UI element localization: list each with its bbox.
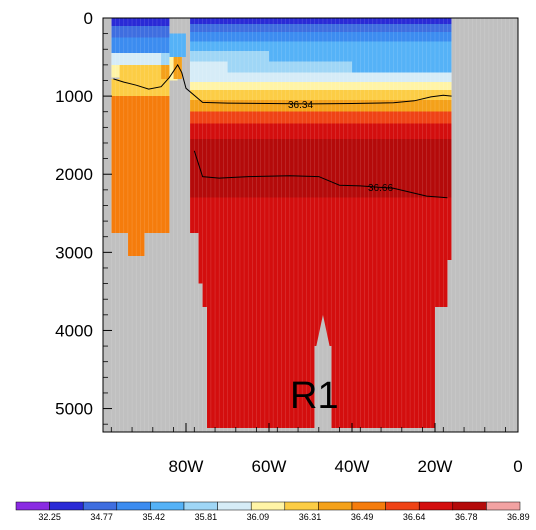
salinity-cell — [111, 78, 170, 97]
x-tick-label: 60W — [252, 457, 287, 476]
colorbar-label: 36.78 — [455, 512, 478, 522]
salinity-cell — [331, 307, 435, 429]
colorbar-swatch — [217, 501, 252, 511]
salinity-cell — [173, 57, 182, 79]
y-tick-label: 3000 — [55, 243, 93, 262]
salinity-cell — [198, 232, 448, 284]
salinity-cell — [190, 82, 452, 90]
salinity-cell — [169, 33, 186, 58]
salinity-cell — [447, 232, 452, 261]
salinity-cell — [111, 25, 170, 38]
salinity-cell — [111, 96, 170, 233]
colorbar-swatch — [15, 501, 50, 511]
colorbar: 32.25 34.77 35.42 35.81 36.09 36.31 36.49 36.64… — [15, 501, 530, 522]
colorbar-label: 36.31 — [299, 512, 322, 522]
colorbar-label: 36.49 — [351, 512, 374, 522]
colorbar-swatch — [150, 501, 185, 511]
salinity-cell — [206, 307, 315, 429]
y-tick-label: 2000 — [55, 165, 93, 184]
region-label: R1 — [290, 375, 339, 417]
salinity-cell — [161, 53, 170, 65]
colorbar-label: 35.42 — [142, 512, 165, 522]
colorbar-swatch — [385, 501, 420, 511]
colorbar-swatch — [183, 501, 218, 511]
colorbar-swatch — [49, 501, 84, 511]
colorbar-swatch — [116, 501, 151, 511]
salinity-cell — [190, 100, 452, 112]
colorbar-swatch — [82, 501, 118, 511]
y-tick-label: 1000 — [55, 87, 93, 106]
salinity-cell — [111, 53, 162, 65]
salinity-cell — [190, 111, 452, 124]
x-tick-label: 0 — [513, 457, 522, 476]
salinity-cell — [190, 41, 452, 51]
salinity-cell — [190, 123, 452, 140]
deep-ridge — [314, 314, 332, 429]
salinity-cell — [269, 50, 452, 62]
salinity-cell — [111, 64, 120, 78]
salinity-cell — [202, 283, 448, 308]
salinity-cell — [190, 24, 452, 33]
salinity-cell — [352, 61, 452, 73]
salinity-cell — [190, 50, 269, 62]
colorbar-swatch — [318, 501, 353, 511]
colorbar-label: 35.81 — [195, 512, 218, 522]
salinity-cell — [190, 61, 228, 73]
salinity-cell — [169, 57, 178, 81]
colorbar-swatch — [486, 501, 521, 511]
colorbar-swatch — [284, 501, 319, 511]
colorbar-label: 36.89 — [507, 512, 530, 522]
salinity-cell — [190, 18, 452, 25]
colorbar-label: 36.64 — [403, 512, 426, 522]
colorbar-label: 34.77 — [90, 512, 113, 522]
colorbar-swatch — [418, 501, 454, 511]
colorbar-swatch — [351, 501, 386, 511]
salinity-cell — [161, 64, 170, 89]
x-tick-label: 80W — [169, 457, 204, 476]
salinity-cell — [227, 61, 352, 73]
salinity-cell — [190, 89, 452, 101]
salinity-cell — [127, 232, 145, 257]
x-tick-label: 40W — [335, 457, 370, 476]
salinity-cell — [119, 64, 162, 79]
contour-line — [193, 150, 448, 199]
plot-area: 36.34 36.66 — [102, 17, 519, 433]
plot-frame — [102, 17, 519, 433]
colorbar-swatch — [250, 501, 286, 511]
contour-label: 36.34 — [288, 100, 313, 111]
y-tick-label: 4000 — [55, 321, 93, 340]
salinity-cell — [190, 197, 452, 233]
x-axis: 80W 60W 40W 20W 0 — [110, 423, 523, 476]
colorbar-swatch — [452, 501, 487, 511]
salinity-cell — [190, 32, 452, 42]
y-axis: 0 1000 2000 3000 4000 5000 — [55, 9, 112, 425]
colorbar-label: 32.25 — [38, 512, 61, 522]
contour-line — [113, 63, 452, 105]
contour-label: 36.66 — [368, 183, 393, 194]
x-tick-label: 20W — [418, 457, 453, 476]
salinity-cell — [190, 139, 452, 198]
salinity-cell — [111, 37, 170, 54]
y-tick-label: 0 — [84, 9, 93, 28]
y-tick-label: 5000 — [55, 400, 93, 419]
colorbar-label: 36.09 — [247, 512, 270, 522]
salinity-cell — [111, 18, 170, 26]
salinity-cell — [190, 72, 452, 83]
